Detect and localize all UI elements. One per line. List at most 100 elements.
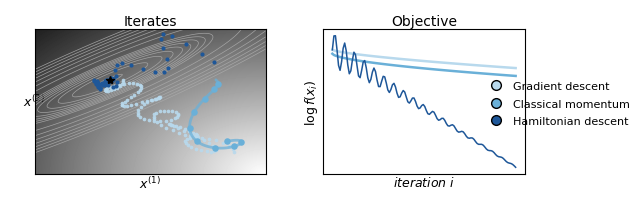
Point [126, 104, 136, 107]
Point [175, 126, 185, 129]
Point [109, 85, 119, 88]
Point [189, 135, 199, 138]
Point [139, 118, 149, 121]
Point [152, 121, 162, 124]
Point [93, 85, 103, 88]
Point [92, 81, 102, 84]
Title: Iterates: Iterates [124, 15, 177, 29]
Point [106, 79, 116, 82]
Point [156, 124, 166, 127]
Point [126, 64, 136, 67]
Point [105, 79, 115, 82]
Point [154, 96, 164, 99]
Point [171, 125, 181, 128]
Point [98, 84, 108, 87]
Point [115, 85, 125, 89]
Point [95, 88, 106, 91]
Point [185, 137, 195, 140]
Point [105, 79, 115, 82]
Point [106, 80, 116, 83]
Point [173, 112, 183, 116]
Point [179, 130, 189, 133]
Point [186, 146, 196, 149]
Point [172, 116, 182, 119]
Point [193, 136, 203, 139]
Point [209, 88, 220, 92]
Point [158, 34, 168, 37]
Point [102, 87, 113, 90]
Point [106, 78, 116, 81]
Point [148, 115, 159, 119]
Point [166, 118, 176, 122]
Point [113, 84, 124, 87]
Point [106, 80, 116, 83]
Point [105, 79, 115, 82]
Point [191, 148, 202, 151]
Point [105, 79, 115, 82]
Point [159, 71, 170, 75]
Point [118, 79, 128, 82]
Point [105, 86, 115, 89]
Point [106, 78, 116, 81]
Point [196, 149, 207, 152]
Point [100, 89, 111, 92]
Point [106, 78, 116, 81]
Point [108, 78, 118, 82]
Point [105, 79, 115, 82]
Point [229, 151, 239, 154]
Point [154, 96, 164, 100]
Point [211, 139, 221, 142]
Point [126, 96, 136, 99]
Point [118, 81, 128, 84]
Point [120, 101, 130, 104]
Point [165, 123, 175, 126]
Point [135, 116, 145, 119]
Point [105, 79, 115, 82]
Point [117, 102, 127, 106]
Point [105, 79, 115, 82]
Point [103, 79, 113, 82]
Point [100, 82, 111, 85]
Point [162, 58, 172, 62]
Point [129, 94, 140, 97]
Point [105, 79, 115, 82]
Point [89, 79, 99, 82]
Point [108, 78, 118, 82]
Title: Objective: Objective [391, 15, 457, 29]
Point [180, 128, 190, 131]
Point [91, 83, 101, 86]
Point [185, 134, 195, 138]
Point [105, 79, 115, 82]
Point [170, 111, 180, 114]
Point [142, 101, 152, 104]
Point [167, 124, 177, 127]
Point [105, 79, 115, 82]
Point [105, 79, 115, 82]
Point [139, 103, 149, 107]
Point [119, 105, 129, 108]
Point [142, 100, 152, 103]
Point [150, 97, 160, 101]
Point [223, 144, 234, 147]
Point [188, 132, 198, 135]
Point [102, 84, 113, 87]
Point [132, 111, 143, 115]
Point [105, 79, 115, 82]
Point [192, 140, 202, 143]
Point [173, 114, 184, 117]
Point [103, 90, 113, 93]
Point [137, 101, 147, 105]
Point [105, 79, 115, 82]
Point [136, 87, 147, 90]
Point [105, 79, 115, 82]
Point [149, 113, 159, 116]
Point [112, 81, 122, 84]
Point [105, 79, 115, 82]
Point [147, 99, 157, 102]
Point [92, 80, 102, 83]
Point [117, 83, 127, 87]
Point [184, 127, 195, 130]
Point [104, 79, 115, 82]
Point [105, 79, 115, 82]
Legend: Gradient descent, Classical momentum, Hamiltonian descent: Gradient descent, Classical momentum, Ha… [481, 77, 634, 131]
